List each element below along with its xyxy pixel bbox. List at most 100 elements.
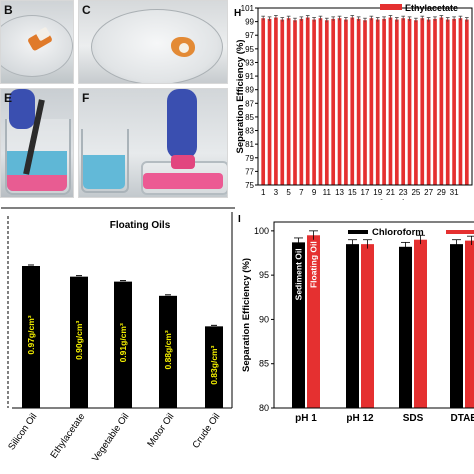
legend-swatch-ethylacetate xyxy=(380,4,402,10)
bar-silicon-oil xyxy=(22,266,40,408)
photo-panel-b: B xyxy=(0,0,74,84)
legend-label-chloroform: Chloroform xyxy=(372,227,424,238)
bar-ethylacetate xyxy=(433,18,437,186)
panel-label-b: B xyxy=(4,3,13,17)
bar-ethylacetate xyxy=(337,18,342,186)
chart-panel-i: I Separation Efficiency (%) 80 85 90 95 100 pH … xyxy=(238,214,474,424)
bar-chloroform xyxy=(292,242,305,408)
x-tick-label: SDS xyxy=(403,413,424,424)
bar-ethylacetate xyxy=(452,18,456,186)
x-tick-label: 21 xyxy=(386,188,395,197)
bar-ethylacetate xyxy=(305,17,310,186)
plot-frame xyxy=(257,7,473,186)
beaker-f xyxy=(81,129,129,193)
bar-ethylacetate xyxy=(318,18,323,186)
bar-ethylacetate xyxy=(293,20,297,185)
bar-ethylacetate xyxy=(350,17,355,186)
bar-ethylacetate xyxy=(331,18,336,186)
bar-ethylacetate xyxy=(312,19,316,186)
y-tick-label: 85 xyxy=(259,359,269,369)
y-tick-label: 87 xyxy=(245,99,254,108)
pink-oil-e xyxy=(7,175,67,191)
bar-second-series xyxy=(414,239,427,408)
y-tick-label: 95 xyxy=(259,270,269,280)
x-tick-label: 19 xyxy=(373,188,382,197)
x-tick-label: Crude Oil xyxy=(190,411,222,450)
density-label: 0.88g/cm³ xyxy=(163,330,173,369)
y-tick-label: 83 xyxy=(245,127,254,136)
legend-label-ethylacetate: Ethylacetate xyxy=(405,3,458,13)
panel-label-e: E xyxy=(4,91,13,105)
chart-panel-g: Floating Oils 0.97g/cm³ Silicon Oil 0.90g/c… xyxy=(1,207,235,464)
bar-chloroform xyxy=(450,244,463,408)
bar-ethylacetate xyxy=(356,18,361,186)
y-tick-label: 95 xyxy=(245,45,254,54)
y-tick-label: 99 xyxy=(245,18,254,27)
bar-ethylacetate xyxy=(375,19,380,186)
glove-f xyxy=(167,89,197,159)
bar-ethylacetate xyxy=(299,18,304,186)
x-tick-label: 9 xyxy=(312,188,317,197)
x-tick-label: pH 1 xyxy=(295,413,317,424)
x-tick-label: 5 xyxy=(286,188,291,197)
bar-ethylacetate xyxy=(458,18,463,186)
x-tick-label: 29 xyxy=(437,188,446,197)
y-tick-label: 80 xyxy=(259,403,269,413)
bar-ethylacetate xyxy=(407,18,412,186)
y-tick-label: 77 xyxy=(245,167,254,176)
bar-text-floating-oil: Floating Oil xyxy=(309,241,319,288)
x-tick-label: 17 xyxy=(361,188,370,197)
y-tick-label: 90 xyxy=(259,314,269,324)
photo-panel-e: E xyxy=(0,88,74,198)
legend-swatch-second-series xyxy=(446,230,474,234)
x-tick-label: 3 xyxy=(274,188,279,197)
bar-ethylacetate xyxy=(464,19,469,186)
bar-ethylacetate xyxy=(426,19,431,186)
y-axis-label: Separation Efficiency (%) xyxy=(235,39,246,153)
bar-ethylacetate xyxy=(445,19,450,186)
y-tick-label: 93 xyxy=(245,58,254,67)
panel-label-h: H xyxy=(234,8,241,19)
x-tick-label: Motor Oil xyxy=(145,411,176,449)
bar-ethylacetate xyxy=(401,18,406,186)
density-label: 0.90g/cm³ xyxy=(74,321,84,360)
x-tick-label: 7 xyxy=(299,188,304,197)
bar-ethylacetate xyxy=(382,18,386,186)
x-axis-label: No. of cycles xyxy=(354,199,416,200)
x-tick-label: 27 xyxy=(424,188,433,197)
photo-panel-c: C xyxy=(78,0,228,84)
bar-crude-oil xyxy=(205,326,223,408)
photo-panel-f: F xyxy=(78,88,228,198)
density-label: 0.91g/cm³ xyxy=(118,323,128,362)
sponge-white-c xyxy=(179,43,189,53)
y-tick-label: 85 xyxy=(245,113,254,122)
legend-swatch-chloroform xyxy=(348,230,368,234)
panel-label-i: I xyxy=(238,214,241,225)
panel-label-f: F xyxy=(82,91,90,105)
x-tick-label: 23 xyxy=(399,188,408,197)
bar-ethylacetate xyxy=(363,20,367,185)
bar-second-series xyxy=(465,240,474,408)
x-tick-label: Vegetable Oil xyxy=(90,411,131,464)
x-tick-label: 13 xyxy=(335,188,344,197)
bar-second-series xyxy=(361,244,374,408)
bar-ethylacetate xyxy=(369,18,374,186)
bar-second-series xyxy=(307,235,320,408)
bar-ethylacetate xyxy=(324,20,329,185)
y-tick-label: 89 xyxy=(245,86,254,95)
x-tick-label: 11 xyxy=(323,188,332,197)
y-axis-label: Separation Efficiency (%) xyxy=(241,258,252,372)
x-tick-label: pH 12 xyxy=(346,413,374,424)
glove-e xyxy=(9,89,35,129)
y-tick-label: 97 xyxy=(245,31,254,40)
bar-ethylacetate xyxy=(274,17,278,186)
bar-ethylacetate xyxy=(267,18,272,186)
x-tick-label: 1 xyxy=(261,188,266,197)
bar-text-sediment-oil: Sediment Oil xyxy=(294,248,304,300)
y-tick-label: 100 xyxy=(254,226,269,236)
bar-ethylacetate xyxy=(394,19,399,186)
y-tick-label: 101 xyxy=(241,4,255,13)
density-label: 0.83g/cm³ xyxy=(209,345,219,384)
bar-ethylacetate xyxy=(388,17,393,186)
